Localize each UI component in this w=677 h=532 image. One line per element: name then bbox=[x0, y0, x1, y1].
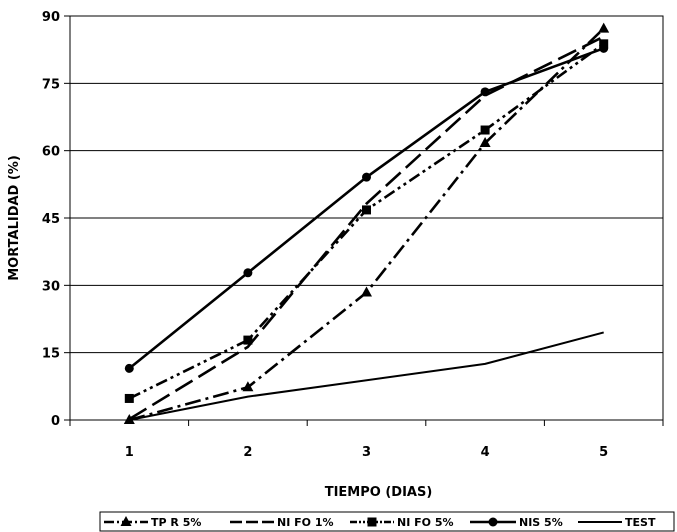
series-ni-fo-1 bbox=[128, 35, 605, 421]
series-test bbox=[129, 331, 604, 421]
square-marker bbox=[367, 517, 377, 527]
circle-marker bbox=[599, 43, 609, 53]
y-tick-label: 15 bbox=[42, 347, 60, 362]
square-marker bbox=[362, 205, 371, 215]
circle-marker bbox=[362, 172, 371, 182]
triangle-marker bbox=[598, 22, 610, 33]
series-line bbox=[128, 35, 605, 421]
series-line bbox=[128, 27, 605, 422]
legend-label: NIS 5% bbox=[519, 516, 563, 529]
legend: TP R 5% NI FO 1% NI FO 5% NIS 5% TEST bbox=[99, 511, 675, 532]
square-marker bbox=[480, 125, 490, 135]
gridlines bbox=[70, 82, 663, 354]
triangle-marker bbox=[479, 137, 491, 148]
circle-marker bbox=[124, 363, 134, 373]
axes bbox=[64, 15, 664, 426]
legend-label: NI FO 1% bbox=[277, 516, 334, 529]
triangle-marker bbox=[242, 381, 254, 392]
y-axis-title: MORTALIDAD (%) bbox=[7, 155, 22, 281]
legend-label: TP R 5% bbox=[151, 516, 201, 529]
series-nis-5 bbox=[124, 43, 609, 373]
triangle-marker bbox=[361, 286, 372, 297]
x-tick-label: 2 bbox=[243, 445, 252, 460]
series-tp-r-5 bbox=[123, 22, 610, 424]
series-ni-fo-5 bbox=[124, 39, 609, 403]
legend-label: TEST bbox=[625, 516, 656, 529]
series-lines bbox=[123, 22, 610, 424]
legend-entry: NI FO 5% bbox=[350, 516, 454, 529]
y-tick-label: 45 bbox=[42, 212, 60, 227]
circle-marker bbox=[480, 87, 490, 97]
legend-entry: TP R 5% bbox=[104, 516, 201, 529]
series-line bbox=[129, 331, 604, 421]
legend-entry: NIS 5% bbox=[470, 516, 563, 529]
x-tick-label: 4 bbox=[481, 445, 490, 460]
legend-label: NI FO 5% bbox=[397, 516, 454, 529]
circle-marker bbox=[488, 517, 498, 527]
x-tick-label: 3 bbox=[362, 445, 371, 460]
legend-entry: TEST bbox=[578, 516, 656, 529]
square-marker bbox=[243, 335, 253, 345]
y-tick-label: 30 bbox=[42, 279, 60, 294]
square-marker bbox=[124, 393, 134, 403]
y-tick-label: 0 bbox=[51, 414, 60, 429]
y-tick-label: 75 bbox=[42, 77, 60, 92]
x-tick-label: 1 bbox=[125, 445, 134, 460]
triangle-marker bbox=[120, 516, 132, 526]
y-tick-label: 60 bbox=[42, 145, 60, 160]
x-axis-title: TIEMPO (DIAS) bbox=[325, 485, 433, 500]
x-tick-label: 5 bbox=[599, 445, 608, 460]
y-tick-label: 90 bbox=[42, 10, 60, 25]
legend-entry: NI FO 1% bbox=[230, 516, 334, 529]
circle-marker bbox=[243, 268, 253, 278]
